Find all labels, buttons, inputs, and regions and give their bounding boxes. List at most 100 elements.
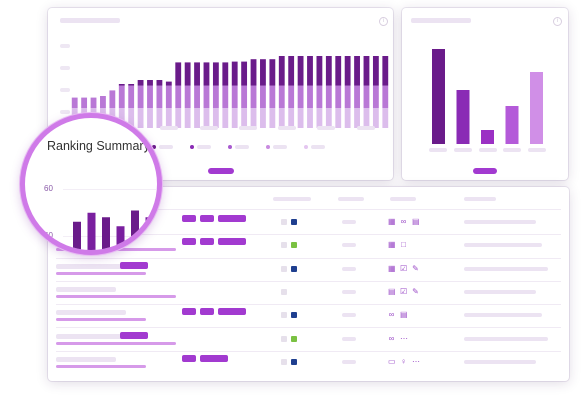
main-bar-chart	[71, 56, 389, 128]
stacked-bar-segment	[222, 62, 229, 86]
status-square	[281, 358, 287, 365]
stacked-bar-segment	[128, 84, 135, 86]
bar	[73, 221, 81, 250]
bar	[145, 217, 154, 250]
stacked-bar-segment	[269, 108, 276, 128]
x-tick-label	[278, 126, 296, 130]
row-divider	[56, 304, 561, 306]
card-title-placeholder	[411, 18, 471, 23]
stacked-bar-segment	[175, 108, 182, 128]
doc-icon[interactable]: ▤	[388, 286, 396, 296]
row-progress	[56, 318, 146, 322]
view-button[interactable]	[473, 168, 497, 174]
check-icon[interactable]: ☑	[400, 263, 408, 273]
pencil-icon[interactable]: ✎	[412, 263, 419, 273]
table-cell-placeholder	[342, 336, 356, 341]
stacked-bar-segment	[184, 108, 191, 128]
legend-swatch[interactable]	[190, 145, 194, 149]
info-icon[interactable]: i	[379, 17, 388, 26]
tag-badge[interactable]	[200, 215, 214, 222]
table-row[interactable]: ∞ ⋯	[48, 329, 569, 352]
stacked-bar-segment	[222, 85, 229, 108]
stacked-bar-segment	[231, 61, 238, 86]
tag-badge[interactable]	[182, 238, 196, 246]
tag-badge[interactable]	[182, 354, 196, 362]
stacked-bar-segment	[222, 108, 229, 128]
view-button[interactable]	[208, 168, 234, 174]
table-row[interactable]: ▦ ☑ ✎	[48, 259, 569, 282]
table-row[interactable]: ∞ ▤	[48, 305, 569, 329]
tag-badge[interactable]	[120, 261, 148, 269]
y-tick-label-40: 40	[44, 231, 53, 240]
tag-badge[interactable]	[120, 331, 148, 339]
stacked-bar-segment	[241, 85, 248, 108]
stacked-bar-segment	[203, 62, 210, 86]
table-row[interactable]: ▭ ♀ ⋯	[48, 352, 569, 375]
doc-icon[interactable]: ▤	[400, 310, 408, 320]
stacked-bar-segment	[307, 108, 313, 128]
chart-title: Ranking Summary	[47, 139, 150, 153]
stacked-bar-segment	[278, 108, 285, 128]
stacked-bar-segment	[147, 108, 153, 128]
legend-label	[235, 145, 249, 149]
x-tick-label	[479, 148, 497, 152]
stacked-bar-segment	[307, 85, 313, 108]
tag-badge[interactable]	[200, 308, 214, 316]
stacked-bar-segment	[175, 62, 182, 86]
row-progress	[56, 271, 146, 275]
stacked-bar-segment	[241, 108, 248, 128]
bar	[505, 106, 519, 144]
tag-badge[interactable]	[182, 215, 196, 222]
doc-icon[interactable]: ▤	[412, 217, 420, 226]
bar	[456, 90, 470, 144]
stacked-bar-segment	[278, 56, 285, 86]
stacked-bar-segment	[118, 84, 125, 86]
grid-icon[interactable]: ▦	[388, 263, 396, 273]
legend-swatch[interactable]	[266, 145, 270, 149]
gridline	[63, 189, 157, 190]
pencil-icon[interactable]: ✎	[412, 286, 419, 296]
dots-icon[interactable]: ⋯	[400, 333, 408, 343]
row-title-placeholder	[56, 333, 136, 339]
link-icon[interactable]: ∞	[388, 333, 395, 343]
link-icon[interactable]: ∞	[388, 310, 395, 320]
bar	[102, 217, 110, 250]
tag-badge[interactable]	[200, 238, 214, 246]
status-square	[281, 242, 287, 249]
grid-icon[interactable]: ▦	[388, 217, 396, 226]
link-icon[interactable]: ∞	[400, 217, 407, 226]
dots-icon[interactable]: ⋯	[412, 356, 420, 366]
bag-icon[interactable]: ▭	[388, 356, 396, 366]
status-square	[291, 219, 297, 225]
tag-badge[interactable]	[182, 308, 196, 316]
stacked-bar-segment	[260, 59, 266, 86]
info-icon[interactable]: i	[553, 17, 562, 26]
stacked-bar-segment	[250, 108, 257, 128]
stacked-bar-segment	[109, 90, 116, 108]
table-cell-placeholder	[137, 244, 157, 249]
stacked-bar-segment	[175, 85, 182, 108]
tag-badge[interactable]	[218, 215, 246, 222]
y-tick	[60, 44, 70, 48]
legend-swatch[interactable]	[152, 145, 156, 149]
tag-badge[interactable]	[200, 354, 228, 362]
tag-badge[interactable]	[218, 308, 246, 316]
legend-swatch[interactable]	[228, 145, 232, 149]
stacked-bar-segment	[137, 108, 144, 128]
x-tick-label	[160, 126, 178, 130]
row-divider	[56, 327, 561, 329]
stacked-bar-segment	[194, 85, 200, 108]
status-square	[281, 312, 287, 319]
stacked-bar-segment	[203, 108, 210, 128]
check-icon[interactable]: ☑	[400, 286, 408, 296]
stacked-bar-segment	[269, 59, 276, 86]
grid-icon[interactable]: ▦	[388, 240, 396, 250]
user-icon[interactable]: ♀	[400, 356, 407, 366]
table-cell-placeholder	[342, 359, 356, 364]
tag-badge[interactable]	[218, 238, 246, 246]
stacked-bar-segment	[288, 56, 295, 86]
legend-swatch[interactable]	[304, 145, 308, 149]
stacked-bar-segment	[194, 62, 200, 86]
table-row[interactable]: ▤ ☑ ✎	[48, 282, 569, 306]
lock-icon[interactable]: □	[401, 240, 406, 250]
